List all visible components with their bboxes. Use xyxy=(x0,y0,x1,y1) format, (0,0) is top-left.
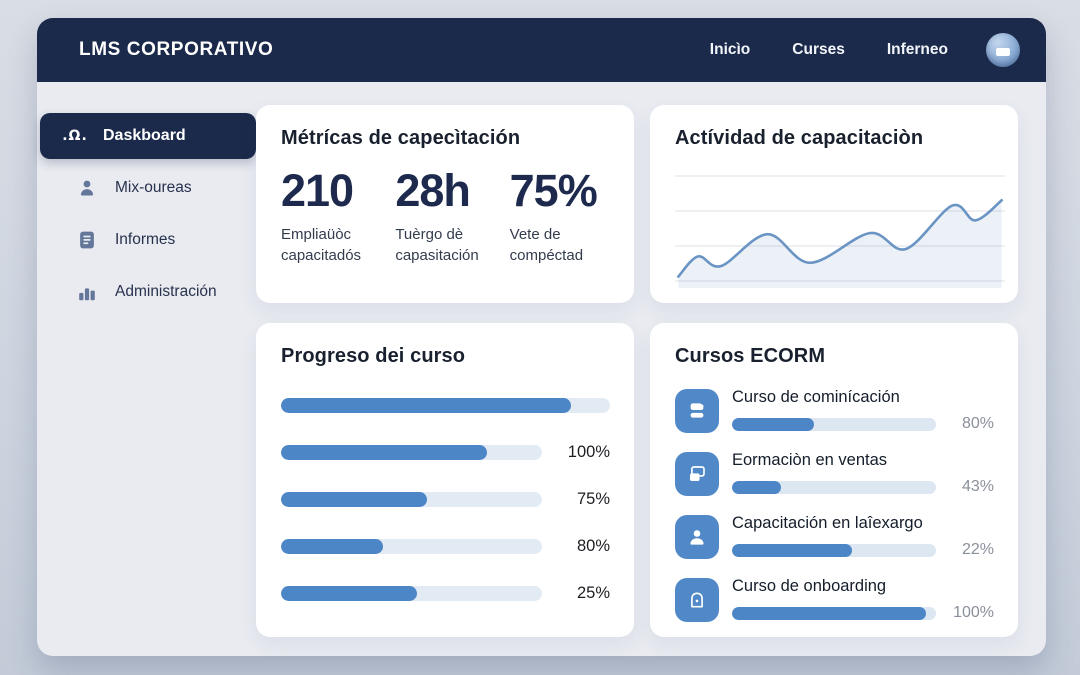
list-item[interactable]: Curso de onboarding 100% xyxy=(675,577,994,622)
app-window: LMS CORPORATIVO Inicìo Curses Inferneo .… xyxy=(37,18,1046,656)
chart-line xyxy=(677,199,1003,278)
activity-chart-svg xyxy=(675,175,1005,288)
activity-card-title: Actívidad de capacitaciòn xyxy=(675,127,924,149)
course-percent: 43% xyxy=(961,478,994,495)
progress-row: 100% xyxy=(281,443,610,461)
course-label: Curso de onboarding xyxy=(732,577,887,595)
progress-percent-label: 100% xyxy=(567,443,610,461)
course-item-body: Capacitación en laîexargo 22% xyxy=(732,514,994,559)
progress-track xyxy=(281,539,542,554)
course-track xyxy=(732,543,936,557)
sidebar: .Ω. Daskboard Mix-oureas xyxy=(37,105,256,637)
metric-label: Tuèrgo dè capasitación xyxy=(395,225,479,265)
course-item-body: Eormaciòn en ventas 43% xyxy=(732,451,994,496)
course-fill xyxy=(732,606,926,620)
main-grid: Métrícas de capecìtación 210 Empliaüòc c… xyxy=(256,105,1018,637)
course-track xyxy=(732,417,936,431)
nav-links: Inicìo Curses Inferneo xyxy=(710,41,948,59)
course-item-body: Curso de cominícación 80% xyxy=(732,388,994,433)
sidebar-item-label: Informes xyxy=(115,231,176,248)
course-bar-row: 100% xyxy=(732,604,994,622)
sidebar-item-informes[interactable]: Informes xyxy=(37,217,256,263)
course-label: Capacitación en laîexargo xyxy=(732,514,923,532)
progress-track xyxy=(281,398,610,413)
chart-area-fill xyxy=(678,200,1002,288)
activity-chart xyxy=(675,170,1005,288)
course-track xyxy=(732,480,936,494)
course-item-body: Curso de onboarding 100% xyxy=(732,577,994,622)
progress-fill xyxy=(281,445,488,460)
course-percent: 100% xyxy=(953,604,994,621)
report-icon xyxy=(75,229,99,251)
course-fill xyxy=(732,480,781,494)
progress-fill xyxy=(281,492,428,507)
nav-link-curses[interactable]: Curses xyxy=(792,41,845,58)
course-percent: 22% xyxy=(961,541,994,558)
progress-fill xyxy=(281,539,383,554)
content-area: .Ω. Daskboard Mix-oureas xyxy=(37,82,1046,656)
user-avatar[interactable] xyxy=(986,33,1020,67)
progress-percent-label: 75% xyxy=(576,490,610,508)
sidebar-item-label: Administración xyxy=(115,283,217,300)
sidebar-item-label: Daskboard xyxy=(103,127,186,144)
progress-track xyxy=(281,586,542,601)
nav-link-inicio[interactable]: Inicìo xyxy=(709,41,751,58)
activity-card: Actívidad de capacitaciòn xyxy=(650,105,1018,303)
nav-link-inferneo[interactable]: Inferneo xyxy=(886,41,948,58)
course-track xyxy=(732,606,936,620)
metric-value: 28h xyxy=(395,165,471,216)
metric-label: Empliaüòc capacitadós xyxy=(281,225,362,265)
course-label: Curso de cominícación xyxy=(732,388,900,406)
metric-value: 210 xyxy=(281,165,354,216)
progress-fill xyxy=(281,398,571,413)
course-fill xyxy=(732,543,853,557)
user-icon xyxy=(75,177,99,199)
course-percent: 80% xyxy=(961,415,994,432)
metrics-card-title: Métrícas de capecìtación xyxy=(281,127,521,149)
list-item[interactable]: Capacitación en laîexargo 22% xyxy=(675,514,994,559)
person-icon xyxy=(675,514,719,559)
courses-card: Cursos ECORM Curso de cominícación xyxy=(650,323,1018,637)
course-bar-row: 43% xyxy=(732,478,994,496)
metric-hours: 28h Tuèrgo dè capasitación xyxy=(395,166,495,267)
progress-track xyxy=(281,445,542,460)
progress-track xyxy=(281,492,542,507)
courses-card-title: Cursos ECORM xyxy=(675,345,826,367)
progress-percent-label: 25% xyxy=(576,584,610,602)
course-bar-row: 22% xyxy=(732,541,994,559)
course-fill xyxy=(732,417,814,431)
course-label: Eormaciòn en ventas xyxy=(732,451,888,469)
progress-row: 80% xyxy=(281,537,610,555)
progress-percent-label: 80% xyxy=(576,537,610,555)
brand-title: LMS CORPORATIVO xyxy=(79,39,274,60)
progress-bars: 100% 75% 80% 25% xyxy=(281,398,610,602)
progress-fill xyxy=(281,586,417,601)
list-item[interactable]: Curso de cominícación 80% xyxy=(675,388,994,433)
sidebar-item-administracion[interactable]: Administración xyxy=(37,269,256,315)
metric-value: 75% xyxy=(509,165,598,216)
list-item[interactable]: Eormaciòn en ventas 43% xyxy=(675,451,994,496)
metric-completion: 75% Vete de compéctad xyxy=(510,166,610,267)
metric-label: Vete de compéctad xyxy=(509,225,584,265)
progress-row: 75% xyxy=(281,490,610,508)
progress-card: Progreso dei curso 100% 75% xyxy=(256,323,634,637)
bar-chart-icon xyxy=(75,281,99,303)
progress-row xyxy=(281,398,610,413)
metrics-card: Métrícas de capecìtación 210 Empliaüòc c… xyxy=(256,105,634,303)
dashboard-icon: .Ω. xyxy=(62,128,88,144)
notes-icon xyxy=(675,388,719,433)
metrics-row: 210 Empliaüòc capacitadós 28h Tuèrgo dè … xyxy=(281,166,610,267)
course-list: Curso de cominícación 80% xyxy=(675,388,994,622)
windows-icon xyxy=(675,451,719,496)
progress-card-title: Progreso dei curso xyxy=(281,345,466,367)
sidebar-item-label: Mix-oureas xyxy=(115,179,192,196)
metric-employees: 210 Empliaüòc capacitadós xyxy=(281,166,381,267)
course-bar-row: 80% xyxy=(732,415,994,433)
progress-row: 25% xyxy=(281,584,610,602)
top-navbar: LMS CORPORATIVO Inicìo Curses Inferneo xyxy=(37,18,1046,82)
sidebar-item-dashboard[interactable]: .Ω. Daskboard xyxy=(40,113,256,159)
sidebar-item-mix-oureas[interactable]: Mix-oureas xyxy=(37,165,256,211)
lock-icon xyxy=(675,577,719,622)
